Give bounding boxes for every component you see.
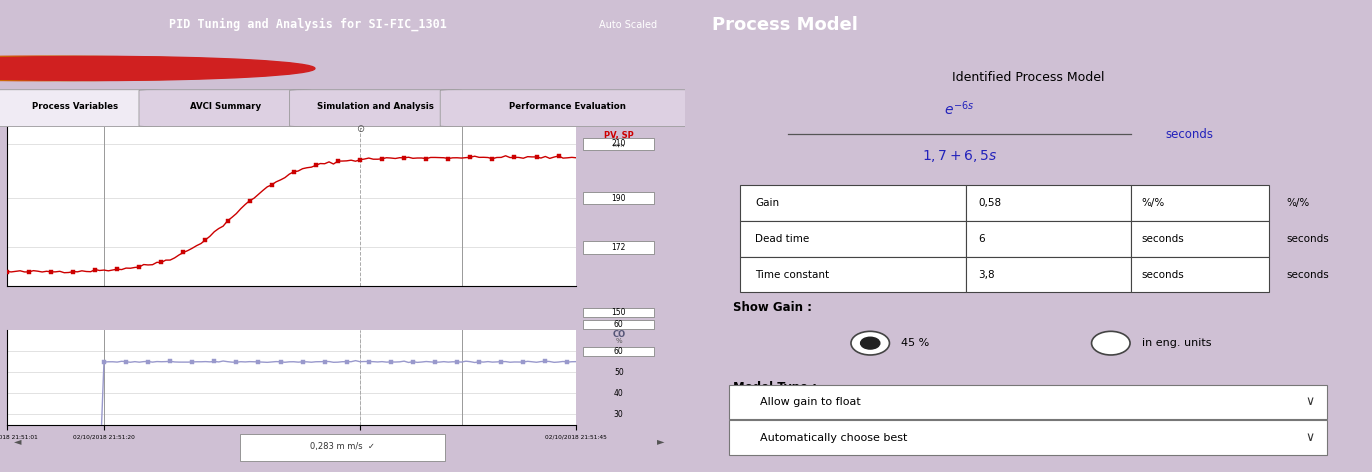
- Text: ∨: ∨: [1306, 431, 1314, 444]
- FancyBboxPatch shape: [289, 90, 462, 126]
- Text: $e^{-6s}$: $e^{-6s}$: [944, 100, 974, 118]
- Text: seconds: seconds: [1142, 234, 1184, 244]
- Text: Process Model: Process Model: [712, 16, 858, 34]
- FancyBboxPatch shape: [583, 320, 654, 329]
- Text: 0,58: 0,58: [978, 198, 1002, 208]
- Text: Performance Evaluation: Performance Evaluation: [509, 102, 626, 111]
- Text: Dead time: Dead time: [756, 234, 809, 244]
- Text: %/%: %/%: [1286, 198, 1309, 208]
- Bar: [1132, 257, 1269, 293]
- Text: 60: 60: [613, 347, 624, 356]
- Bar: [1132, 220, 1269, 257]
- Text: 6: 6: [978, 234, 985, 244]
- Text: 150: 150: [612, 308, 626, 317]
- Text: 30: 30: [613, 410, 624, 419]
- Circle shape: [0, 56, 316, 81]
- Bar: [740, 257, 966, 293]
- Text: ⊙: ⊙: [355, 124, 364, 134]
- Text: PV, SP: PV, SP: [604, 131, 634, 140]
- Text: Automatically choose best: Automatically choose best: [760, 433, 908, 443]
- Text: Identified Process Model: Identified Process Model: [952, 70, 1104, 84]
- Text: ◄: ◄: [14, 436, 21, 447]
- Text: Simulation and Analysis: Simulation and Analysis: [317, 102, 435, 111]
- Circle shape: [860, 337, 879, 349]
- Text: Show Gain :: Show Gain :: [733, 301, 812, 314]
- FancyBboxPatch shape: [730, 385, 1327, 419]
- FancyBboxPatch shape: [440, 90, 694, 126]
- Text: %/%: %/%: [1142, 198, 1165, 208]
- Text: Time constant: Time constant: [756, 270, 830, 279]
- Text: in eng. units: in eng. units: [1142, 338, 1211, 348]
- Text: seconds: seconds: [1142, 270, 1184, 279]
- Circle shape: [1092, 331, 1131, 355]
- Bar: [966, 220, 1132, 257]
- Text: 50: 50: [613, 368, 624, 377]
- Text: CO: CO: [612, 330, 626, 339]
- FancyBboxPatch shape: [0, 90, 161, 126]
- Text: 40: 40: [613, 389, 624, 398]
- Text: ∨: ∨: [1306, 396, 1314, 408]
- Text: ►: ►: [657, 436, 664, 447]
- Text: Auto Scaled: Auto Scaled: [600, 20, 657, 30]
- Text: 45 %: 45 %: [901, 338, 929, 348]
- Text: PID Tuning and Analysis for SI-FIC_1301: PID Tuning and Analysis for SI-FIC_1301: [169, 18, 447, 32]
- Text: Model Type :: Model Type :: [733, 381, 816, 394]
- Circle shape: [0, 56, 291, 81]
- Bar: [740, 185, 966, 220]
- FancyBboxPatch shape: [583, 138, 654, 150]
- Bar: [1132, 185, 1269, 220]
- Bar: [966, 257, 1132, 293]
- FancyBboxPatch shape: [583, 346, 654, 356]
- FancyBboxPatch shape: [730, 421, 1327, 455]
- FancyBboxPatch shape: [583, 241, 654, 253]
- Text: 172: 172: [612, 243, 626, 252]
- Text: $1,7 + 6,5s$: $1,7 + 6,5s$: [922, 148, 997, 164]
- FancyBboxPatch shape: [139, 90, 311, 126]
- Text: seconds: seconds: [1166, 127, 1214, 141]
- FancyBboxPatch shape: [240, 434, 445, 461]
- Circle shape: [0, 56, 261, 81]
- Circle shape: [0, 56, 236, 81]
- Text: 0,283 m m/s  ✓: 0,283 m m/s ✓: [310, 441, 375, 451]
- FancyBboxPatch shape: [583, 192, 654, 204]
- Text: Process Variables: Process Variables: [32, 102, 118, 111]
- Text: seconds: seconds: [1286, 270, 1329, 279]
- Text: m/n: m/n: [613, 143, 624, 148]
- FancyBboxPatch shape: [583, 309, 654, 317]
- Text: seconds: seconds: [1286, 234, 1329, 244]
- Circle shape: [851, 331, 889, 355]
- Text: Allow gain to float: Allow gain to float: [760, 397, 862, 407]
- Text: 60: 60: [613, 320, 624, 329]
- Text: 210: 210: [612, 139, 626, 148]
- Text: AVCI Summary: AVCI Summary: [189, 102, 261, 111]
- Bar: [740, 220, 966, 257]
- Text: 3,8: 3,8: [978, 270, 995, 279]
- Text: 190: 190: [612, 194, 626, 203]
- Bar: [966, 185, 1132, 220]
- Text: Gain: Gain: [756, 198, 779, 208]
- Text: %: %: [616, 338, 622, 344]
